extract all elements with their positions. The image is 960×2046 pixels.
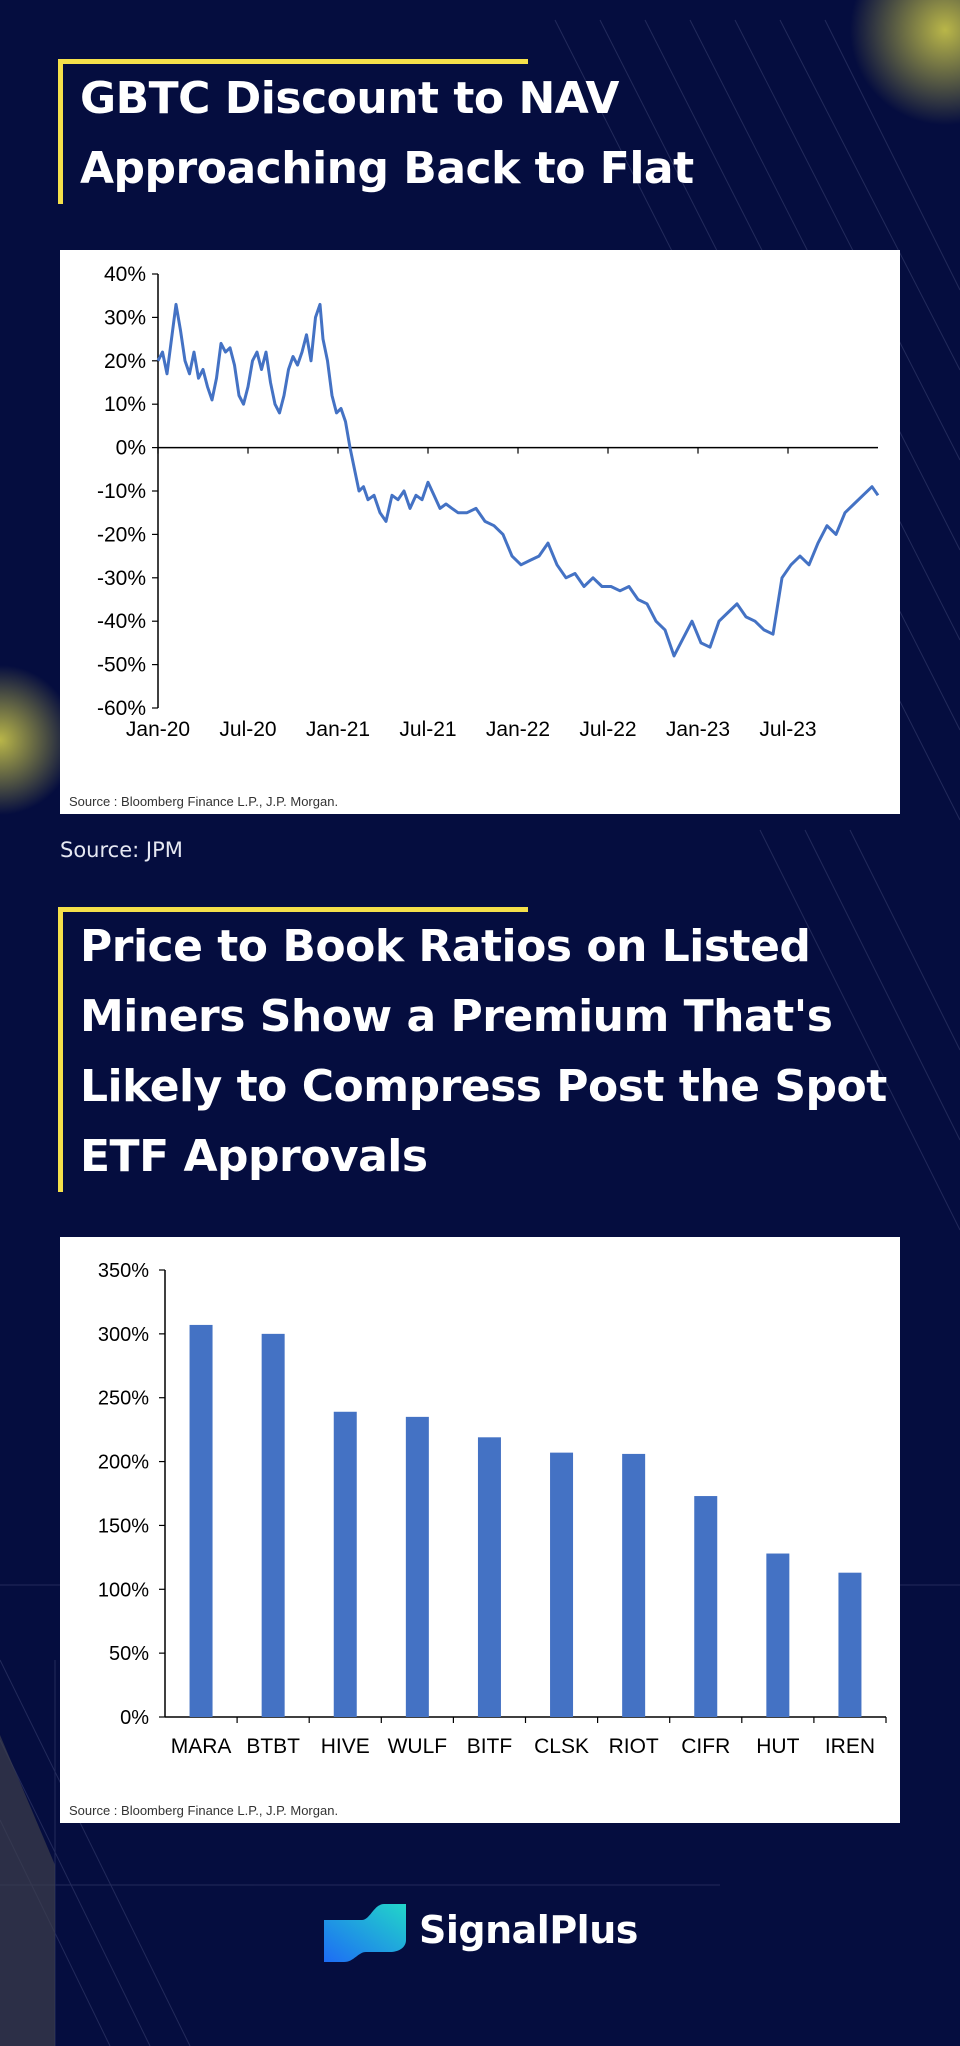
signalplus-logo-icon: [324, 1904, 406, 1962]
chart-source-note: Source : Bloomberg Finance L.P., J.P. Mo…: [69, 794, 339, 809]
series-line: [156, 302, 880, 658]
y-tick-label: -10%: [97, 480, 146, 503]
bar-bitf: [477, 1437, 501, 1717]
x-tick-label: Jan-20: [126, 718, 190, 741]
y-tick-label: 100%: [98, 1579, 149, 1601]
y-tick-label: -50%: [97, 654, 146, 677]
y-tick-label: -60%: [97, 697, 146, 720]
x-tick-label: Jul-22: [579, 718, 636, 741]
bar-chart: 350% 300% 250% 200% 150% 100% 50% 0% MARA BTBT HIV…: [98, 1260, 887, 1758]
x-tick-label: CIFR: [681, 1735, 730, 1758]
x-tick-label: RIOT: [609, 1735, 659, 1758]
y-tick-label: 200%: [98, 1452, 149, 1474]
x-tick-label: Jul-21: [399, 718, 456, 741]
x-tick-label: HUT: [756, 1735, 799, 1758]
bar-chart-panel: 350% 300% 250% 200% 150% 100% 50% 0% MARA BTBT HIV…: [60, 1237, 900, 1823]
x-tick-label: BTBT: [246, 1735, 300, 1758]
y-tick-label: 0%: [120, 1707, 149, 1729]
brand-name: SignalPlus: [419, 1908, 638, 1952]
y-tick-label: 250%: [98, 1388, 149, 1410]
y-tick-label: 150%: [98, 1515, 149, 1537]
heading-gbtc-discount: GBTC Discount to NAV Approaching Back to…: [80, 73, 694, 194]
bar-clsk: [550, 1452, 574, 1717]
caption-source: Source: JPM: [60, 838, 183, 862]
y-tick-label: -20%: [97, 523, 146, 546]
x-tick-label: Jan-21: [306, 718, 370, 741]
x-tick-label: IREN: [825, 1735, 875, 1758]
bar-hut: [766, 1553, 790, 1717]
bar-riot: [622, 1453, 646, 1717]
brand: SignalPlus: [322, 1898, 662, 1968]
x-tick-label: CLSK: [534, 1735, 589, 1758]
bar-btbt: [261, 1333, 285, 1717]
x-tick-label: Jan-22: [486, 718, 550, 741]
line-chart-panel: 40% 30% 20% 10% 0% -10% -20% -30% -40% -50% -60% Ja…: [60, 250, 900, 814]
heading-block-1: GBTC Discount to NAV Approaching Back to…: [58, 59, 923, 204]
bar-iren: [838, 1572, 862, 1717]
bar-wulf: [405, 1416, 429, 1717]
x-tick-label: MARA: [171, 1735, 232, 1758]
x-tick-label: WULF: [388, 1735, 448, 1758]
y-tick-label: 10%: [104, 393, 146, 416]
line-chart: 40%30%20%10%0%-10%-20%-30%-40%-50%-60%Ja…: [97, 263, 880, 741]
y-tick-label: 50%: [109, 1643, 149, 1665]
y-tick-label: 300%: [98, 1324, 149, 1346]
x-tick-label: Jul-20: [219, 718, 276, 741]
left-shape: [0, 1735, 55, 2046]
bar-hive: [333, 1411, 357, 1717]
x-tick-label: Jul-23: [759, 718, 816, 741]
y-tick-label: 30%: [104, 306, 146, 329]
heading-block-2: Price to Book Ratios on Listed Miners Sh…: [58, 907, 923, 1192]
y-tick-label: 350%: [98, 1260, 149, 1282]
bar-mara: [189, 1324, 213, 1717]
y-tick-label: -30%: [97, 567, 146, 590]
bar-cifr: [694, 1496, 718, 1717]
chart-source-note: Source : Bloomberg Finance L.P., J.P. Mo…: [69, 1803, 339, 1818]
y-tick-label: -40%: [97, 610, 146, 633]
y-tick-label: 40%: [104, 263, 146, 286]
x-tick-label: Jan-23: [666, 718, 730, 741]
x-tick-label: HIVE: [321, 1735, 370, 1758]
y-tick-label: 0%: [116, 437, 146, 460]
y-tick-label: 20%: [104, 350, 146, 373]
x-tick-label: BITF: [467, 1735, 513, 1758]
heading-price-to-book: Price to Book Ratios on Listed Miners Sh…: [80, 921, 887, 1182]
